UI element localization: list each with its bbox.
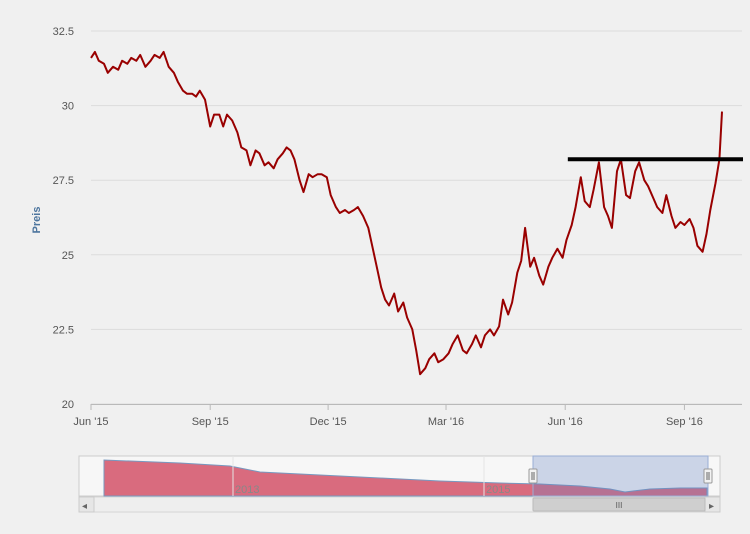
navigator-series-area: [103, 459, 708, 497]
x-tick-label: Dec '15: [310, 416, 347, 428]
y-tick-label: 25: [62, 250, 74, 262]
navigator-left-handle[interactable]: [528, 468, 538, 484]
price-series-line: [90, 50, 723, 376]
x-tick-label: Mar '16: [428, 416, 464, 428]
scrollbar-thumb[interactable]: [532, 497, 706, 512]
x-tick-label: Sep '15: [192, 416, 229, 428]
navigator-scrollbar[interactable]: ◂ ▸ III: [78, 496, 721, 513]
x-tick-label: Sep '16: [666, 416, 703, 428]
y-axis: 20 22.5 25 27.5 30 32.5: [53, 26, 74, 411]
scroll-right-arrow-icon: ▸: [709, 501, 714, 512]
y-axis-title: Preis: [31, 207, 43, 234]
series: [90, 50, 723, 376]
scroll-left-arrow-icon: ◂: [82, 501, 87, 512]
y-tick-label: 22.5: [53, 324, 74, 336]
scrollbar-left-button[interactable]: [78, 496, 95, 513]
navigator[interactable]: 2013 2015: [78, 455, 721, 497]
x-tick-label: Jun '16: [548, 416, 583, 428]
navigator-label-2013: 2013: [235, 484, 259, 496]
navigator-label-2015: 2015: [486, 484, 510, 496]
scrollbar-grip-icon: III: [616, 501, 623, 510]
navigator-right-handle[interactable]: [703, 468, 713, 484]
y-tick-label: 20: [62, 399, 74, 411]
y-tick-label: 32.5: [53, 26, 74, 38]
x-axis: Jun '15 Sep '15 Dec '15 Mar '16 Jun '16 Sep '…: [73, 404, 742, 428]
y-tick-label: 30: [62, 101, 74, 113]
x-tick-label: Jun '15: [73, 416, 108, 428]
navigator-range-mask[interactable]: [532, 455, 709, 497]
y-tick-label: 27.5: [53, 175, 74, 187]
